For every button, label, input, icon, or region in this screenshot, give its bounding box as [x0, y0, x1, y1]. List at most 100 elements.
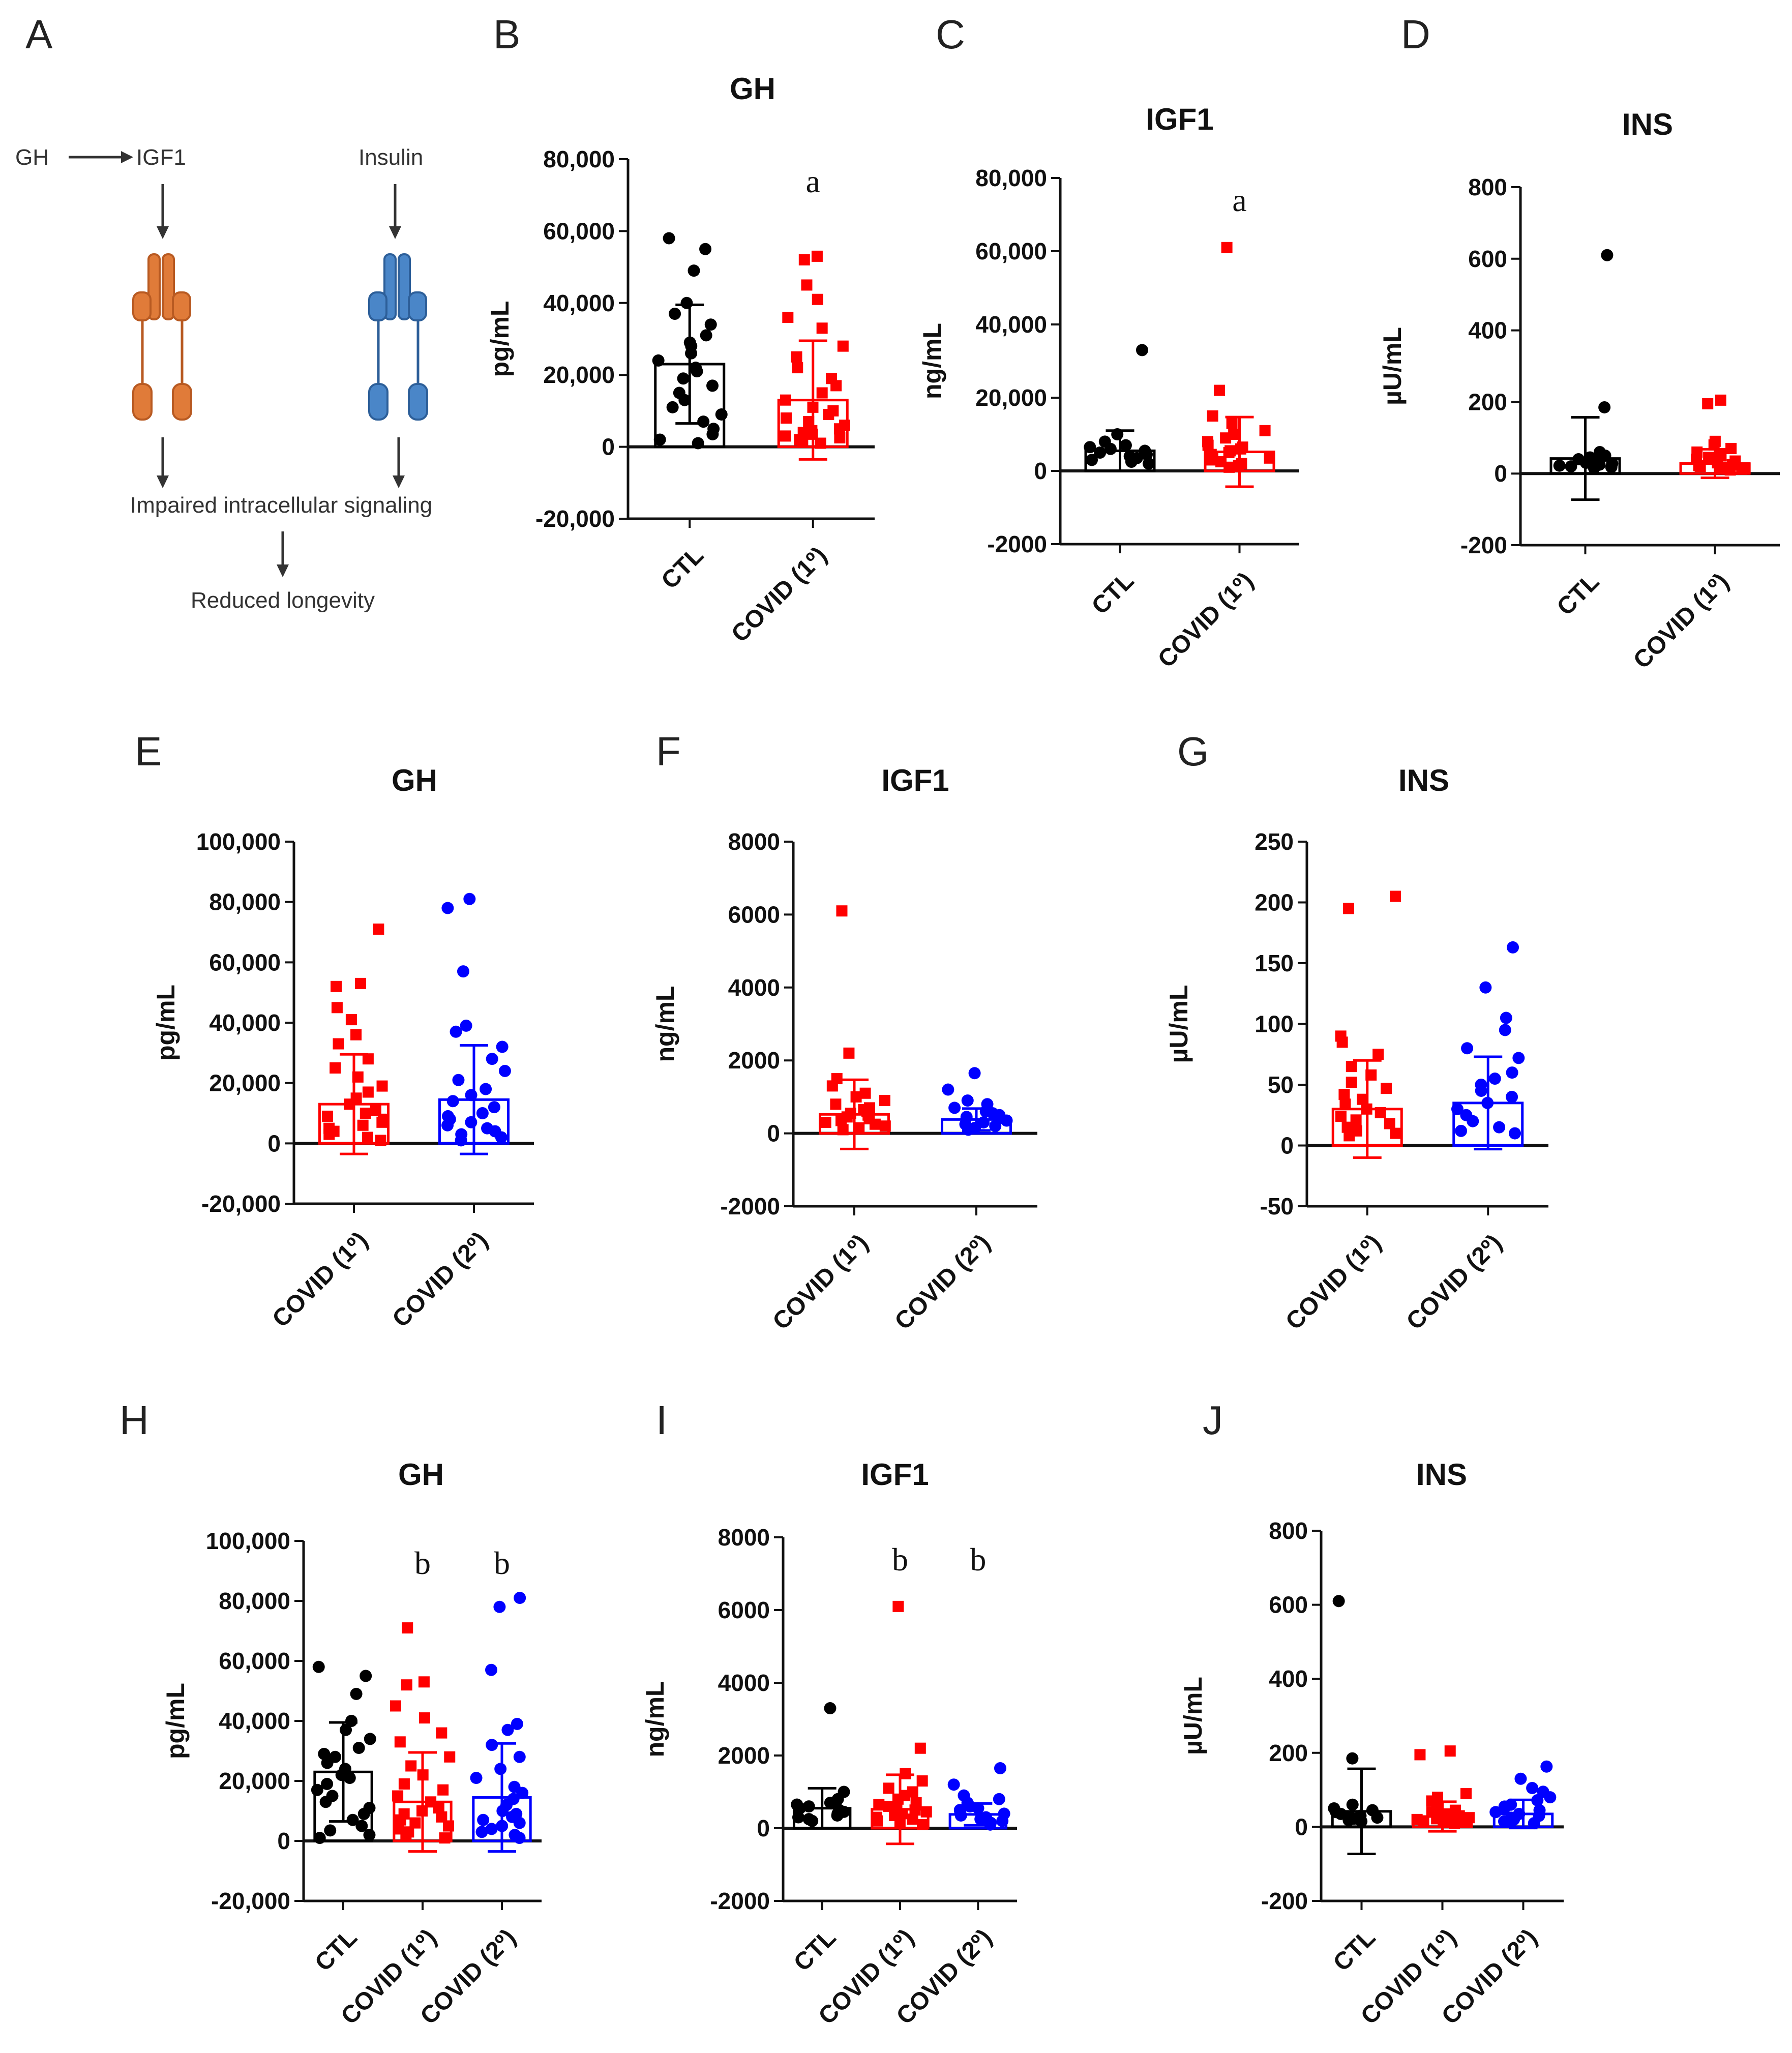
panel-letter: H [120, 1397, 149, 1443]
data-point [1506, 1066, 1518, 1079]
data-point [476, 1107, 489, 1119]
data-point [917, 1819, 929, 1830]
y-axis-label: µU/mL [1179, 1677, 1207, 1755]
data-point [907, 1813, 918, 1825]
y-tick-label: 80,000 [209, 889, 281, 915]
y-tick-label: 6000 [718, 1597, 770, 1623]
data-point [1736, 463, 1748, 475]
data-point [493, 1600, 506, 1613]
data-point [715, 408, 728, 421]
data-point [319, 1796, 332, 1808]
data-point [485, 1823, 498, 1835]
data-point [669, 308, 681, 320]
data-point [1346, 1752, 1359, 1765]
data-point [1507, 941, 1519, 954]
chart-g: G INS -50 0 50 100 150 200 250 µU/mL COVID (1º) COV… [1164, 729, 1548, 1335]
category-label: COVID (2º) [1401, 1229, 1507, 1335]
data-point [1341, 1121, 1353, 1133]
data-point [450, 1025, 462, 1038]
data-point [826, 1080, 838, 1092]
signaling-diagram: A GH IGF1 Insulin [15, 12, 432, 613]
chart-f: F IGF1 -2000 0 2000 4000 6000 8000 ng/mL COVID (1… [651, 729, 1037, 1335]
data-point [678, 394, 691, 406]
data-point [835, 1115, 847, 1126]
y-tick-label: 8000 [728, 828, 780, 855]
data-point [419, 1712, 430, 1724]
data-point [1223, 447, 1235, 458]
data-point [488, 1101, 500, 1114]
data-point [1221, 242, 1233, 253]
data-point [692, 437, 704, 450]
data-point [1506, 1090, 1518, 1103]
data-point [495, 1131, 507, 1144]
data-point [853, 1122, 865, 1134]
data-point [989, 1120, 1002, 1133]
y-tick-label: -20,000 [535, 505, 615, 532]
data-point [794, 1802, 807, 1814]
data-point [516, 1787, 529, 1799]
data-point [663, 232, 675, 245]
data-point [801, 279, 813, 291]
data-point [1475, 1084, 1487, 1097]
data-point [1205, 454, 1217, 466]
chart-b: B GH -20,000 0 20,000 40,000 60,000 80,000 pg/mL… [486, 12, 875, 648]
data-point [401, 1679, 412, 1691]
data-point [362, 1053, 374, 1065]
data-point [916, 1775, 928, 1787]
y-tick-label: 100,000 [196, 828, 281, 855]
data-point [1449, 1818, 1460, 1829]
panel-letter: I [656, 1397, 667, 1443]
y-tick-label: 0 [1034, 458, 1047, 484]
data-point [475, 1826, 488, 1838]
y-tick-label: -20,000 [211, 1888, 290, 1914]
y-axis-label: pg/mL [486, 301, 514, 377]
data-point [513, 1832, 526, 1844]
data-point [441, 1119, 454, 1132]
data-point [465, 1089, 477, 1102]
y-tick-label: 250 [1255, 828, 1294, 855]
data-point [345, 1014, 357, 1026]
data-point [968, 1067, 981, 1080]
data-point [685, 347, 698, 360]
data-point [954, 1809, 967, 1822]
panel-letter-a: A [25, 12, 53, 57]
data-point [1332, 1595, 1345, 1608]
data-point [700, 329, 712, 342]
data-point [791, 351, 802, 363]
data-point [666, 401, 679, 413]
data-point [486, 1053, 498, 1065]
chart-i: IIGF1-200002000400060008000ng/mLCTLCOVID… [641, 1397, 1017, 2030]
chart-title: INS [1622, 107, 1673, 141]
category-label: COVID (1º) [1153, 567, 1259, 673]
data-point [1335, 1111, 1347, 1122]
data-point [780, 412, 792, 424]
y-tick-label: 0 [277, 1828, 290, 1854]
data-point [1512, 1052, 1525, 1064]
data-point [1346, 1077, 1357, 1088]
data-point [340, 1723, 352, 1736]
data-point [1715, 461, 1726, 473]
y-tick-label: 4000 [728, 974, 780, 1001]
category-label: CTL [1087, 567, 1139, 619]
data-point [485, 1663, 498, 1676]
data-point [513, 1750, 526, 1763]
y-axis-label: ng/mL [918, 323, 946, 399]
data-point [345, 1715, 358, 1727]
data-point [392, 1790, 404, 1802]
data-point [324, 1824, 337, 1837]
data-point [496, 1040, 509, 1053]
data-point [892, 1600, 904, 1612]
impaired-signaling-label: Impaired intracellular signaling [130, 493, 432, 518]
data-point [1488, 1073, 1501, 1085]
data-point [460, 1019, 472, 1032]
data-point [920, 1806, 932, 1818]
data-point [1264, 452, 1275, 464]
data-point [1381, 1083, 1392, 1094]
data-point [836, 905, 848, 917]
y-tick-label: 50 [1268, 1072, 1294, 1098]
y-tick-label: 400 [1269, 1665, 1308, 1692]
data-point [511, 1717, 523, 1730]
y-tick-label: -20,000 [201, 1191, 281, 1217]
data-point [357, 1807, 370, 1820]
